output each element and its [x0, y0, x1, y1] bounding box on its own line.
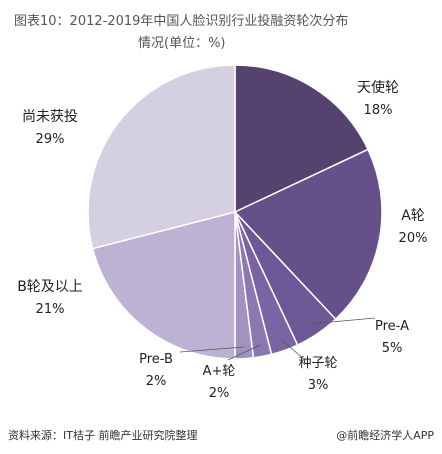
leader-line-4: [227, 344, 261, 361]
leader-line-3: [280, 338, 306, 361]
slice-label-2: Pre-A: [375, 319, 409, 334]
slice-label-7: 尚未获投: [22, 109, 78, 125]
pie-slice-7: [87, 64, 236, 250]
slice-value-6: 21%: [36, 302, 65, 317]
pie-slice-1: [233, 148, 383, 321]
pie-chart: 天使轮 18% A轮 20% Pre-A 5% 种子轮 3% A+轮 2% Pre-B 2% B轮及以上…: [17, 64, 427, 401]
slice-value-7: 29%: [36, 132, 65, 147]
slice-label-0: 天使轮: [357, 79, 399, 96]
slice-value-2: 5%: [382, 341, 403, 356]
slice-value-4: 2%: [209, 386, 230, 401]
slice-value-0: 18%: [364, 103, 393, 118]
slice-label-6: B轮及以上: [17, 279, 83, 295]
slice-label-5: Pre-B: [139, 352, 173, 367]
slice-label-1: A轮: [401, 208, 425, 224]
pie-chart-area: 天使轮 18% A轮 20% Pre-A 5% 种子轮 3% A+轮 2% Pre-B 2% B轮及以上…: [0, 50, 442, 420]
chart-title-line-1: 图表10：2012-2019年中国人脸识别行业投融资轮次分布: [14, 14, 349, 29]
slice-value-1: 20%: [399, 231, 428, 246]
slice-label-3: 种子轮: [298, 356, 337, 371]
brand-watermark-text: @前瞻经济学人APP: [336, 429, 434, 442]
leader-lines: [179, 317, 376, 361]
slice-value-3: 3%: [308, 378, 329, 393]
slice-label-4: A+轮: [203, 364, 236, 379]
pie-slices: [87, 64, 383, 360]
chart-title-line-2: 情况(单位：%): [138, 36, 226, 51]
slice-value-5: 2%: [146, 374, 167, 389]
source-note: 资料来源：IT桔子 前瞻产业研究院整理: [8, 429, 198, 442]
leader-line-5: [179, 346, 244, 353]
slice-labels: 天使轮 18% A轮 20% Pre-A 5% 种子轮 3% A+轮 2% Pre-B 2% B轮及以上…: [17, 79, 427, 401]
pie-slice-6: [91, 211, 236, 360]
pie-slice-0: [234, 64, 370, 214]
chart-title: 图表10：2012-2019年中国人脸识别行业投融资轮次分布 情况(单位：%): [14, 11, 434, 55]
leader-line-2: [310, 317, 376, 325]
